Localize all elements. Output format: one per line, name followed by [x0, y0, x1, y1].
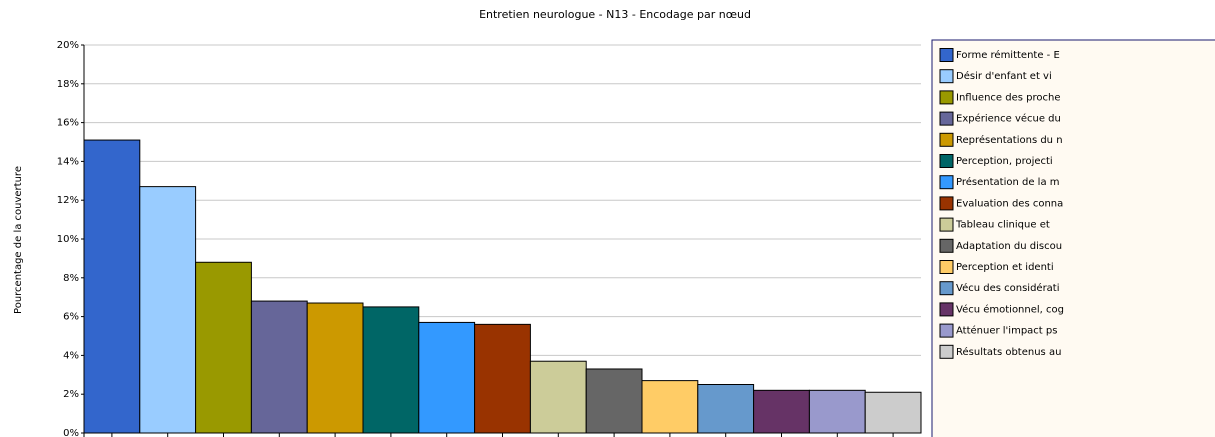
bar — [808, 389, 866, 434]
legend-label: Perception et identi — [956, 262, 1054, 273]
legend-swatch — [939, 111, 954, 126]
legend-label: Représentations du n — [956, 134, 1063, 146]
y-tick-label: 2% — [63, 389, 79, 400]
bar — [250, 300, 308, 434]
bar — [753, 389, 810, 434]
bar — [418, 321, 476, 434]
legend-label: Vécu des considérati — [956, 282, 1060, 294]
legend-label: Tableau clinique et — [955, 220, 1050, 231]
bar — [474, 323, 531, 434]
y-tick-label: 8% — [63, 273, 79, 284]
legend-swatch — [939, 90, 954, 105]
legend-label: Adaptation du discou — [956, 241, 1062, 252]
legend-swatch — [939, 323, 954, 338]
bar — [529, 360, 587, 434]
bar — [83, 139, 141, 434]
y-tick-label: 6% — [63, 312, 79, 323]
legend-label: Vécu émotionnel, cog — [956, 303, 1064, 315]
y-axis-label: Pourcentage de la couverture — [13, 166, 24, 314]
y-tick-label: 20% — [57, 40, 79, 51]
y-tick-label: 4% — [63, 350, 79, 361]
y-tick-label: 18% — [57, 79, 79, 90]
legend-swatch — [939, 302, 954, 317]
bar — [641, 380, 699, 434]
bar — [585, 368, 643, 434]
bar — [362, 306, 420, 434]
bar — [697, 384, 755, 434]
y-tick-label: 0% — [63, 428, 79, 437]
legend-swatch — [939, 154, 954, 168]
legend-label: Désir d'enfant et vi — [956, 70, 1052, 82]
bar — [306, 302, 364, 434]
legend-label: Présentation de la m — [956, 176, 1060, 188]
bar — [139, 186, 197, 434]
bar — [864, 391, 922, 434]
legend-label: Influence des proche — [956, 92, 1060, 103]
legend-swatch — [939, 217, 954, 232]
legend-swatch — [939, 196, 954, 211]
y-tick-label: 14% — [57, 156, 79, 167]
bar — [195, 261, 252, 434]
legend-label: Résultats obtenus au — [956, 346, 1061, 358]
legend-swatch — [939, 238, 954, 253]
y-tick-label: 12% — [57, 195, 79, 206]
legend-box — [931, 39, 1215, 437]
legend-swatch — [939, 48, 954, 62]
legend-swatch — [939, 281, 954, 296]
y-tick-label: 16% — [57, 118, 79, 129]
legend-swatch — [939, 175, 954, 190]
legend-label: Expérience vécue du — [956, 113, 1061, 125]
y-tick-label: 10% — [57, 234, 79, 245]
chart-title: Entretien neurologue - N13 - Encodage pa… — [479, 8, 751, 21]
legend-label: Atténuer l'impact ps — [956, 325, 1057, 337]
legend-label: Forme rémittente - E — [956, 49, 1060, 61]
legend-swatch — [939, 132, 954, 147]
legend-label: Perception, projecti — [956, 156, 1053, 167]
legend-swatch — [939, 344, 954, 359]
legend-label: Evaluation des conna — [956, 198, 1063, 209]
legend-swatch — [939, 260, 954, 274]
legend-swatch — [939, 69, 954, 84]
